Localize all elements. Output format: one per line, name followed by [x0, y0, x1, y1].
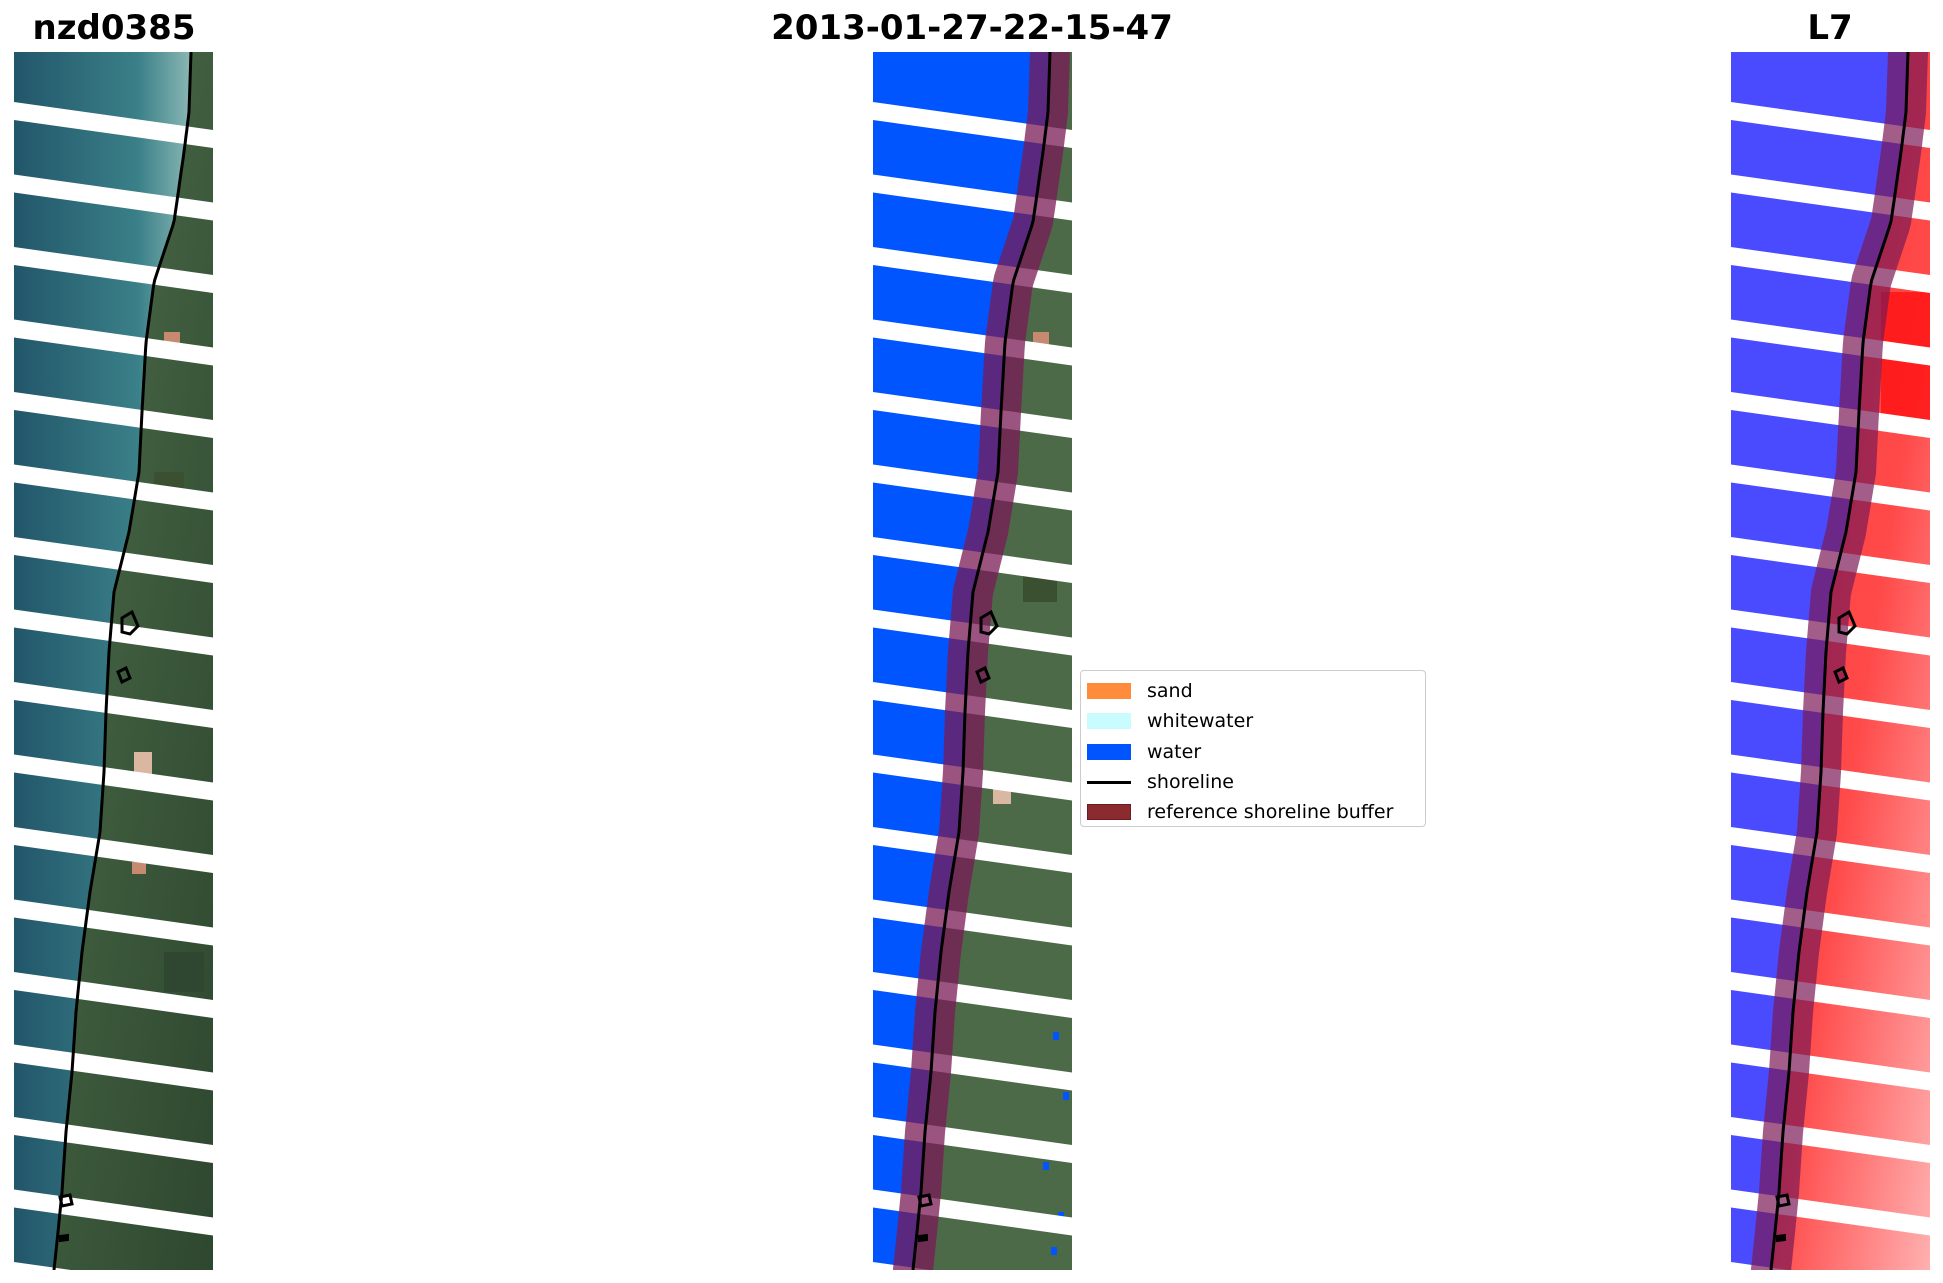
legend-item-reference-buffer: reference shoreline buffer	[1087, 797, 1419, 827]
scan-gap-stripe	[873, 392, 1072, 438]
scan-gap-stripe	[14, 899, 213, 946]
inland-contour	[59, 1233, 69, 1243]
field-patch	[164, 952, 204, 992]
rgb-image-panel	[14, 52, 213, 1270]
water-swatch	[1087, 743, 1131, 760]
scan-gap-stripe	[1731, 392, 1930, 438]
water-pixel	[1051, 1247, 1057, 1255]
inland-contour	[116, 665, 132, 685]
field-patch	[1033, 332, 1049, 346]
legend: sand whitewater water shoreline referenc…	[1080, 670, 1426, 827]
legend-label-shoreline: shoreline	[1147, 771, 1234, 794]
inland-contour	[1837, 609, 1857, 636]
scan-gap-stripe	[1731, 102, 1930, 148]
field-patch	[132, 862, 146, 874]
scan-gap-stripe	[873, 899, 1072, 946]
title-site-id: nzd0385	[32, 8, 196, 48]
shoreline-line-swatch	[1087, 780, 1131, 784]
scan-gap-stripe	[14, 972, 213, 1018]
title-satellite: L7	[1807, 8, 1853, 48]
scan-gap-stripe	[1731, 464, 1930, 511]
water-pixel	[1063, 1092, 1069, 1100]
title-date: 2013-01-27-22-15-47	[771, 8, 1173, 48]
sea-area	[14, 52, 191, 1270]
water-pixel	[1053, 1032, 1059, 1040]
inland-contour	[918, 1233, 928, 1243]
whitewater-swatch	[1087, 713, 1131, 730]
scan-gap-stripe	[14, 247, 213, 293]
classified-image-panel	[873, 52, 1072, 1270]
inland-contour	[58, 1193, 74, 1208]
scan-gap-stripe	[14, 609, 213, 656]
legend-item-sand: sand	[1087, 676, 1419, 706]
legend-item-whitewater: whitewater	[1087, 706, 1419, 736]
scan-gap-stripe	[14, 682, 213, 728]
scan-gap-stripe	[14, 827, 213, 873]
legend-item-shoreline: shoreline	[1087, 767, 1419, 797]
scan-gap-stripe	[14, 754, 213, 801]
scan-gap-stripe	[14, 1044, 213, 1091]
scan-gap-stripe	[14, 1189, 213, 1236]
inland-contour	[975, 665, 991, 685]
legend-label-reference-buffer: reference shoreline buffer	[1147, 801, 1394, 824]
buffer-swatch	[1087, 804, 1131, 821]
shoreline	[52, 52, 193, 1270]
scan-gap-stripe	[14, 1262, 71, 1270]
scan-gap-stripe	[873, 102, 1072, 148]
shoreline	[911, 52, 1052, 1270]
shoreline	[1769, 52, 1910, 1270]
scan-gap-stripe	[14, 537, 213, 583]
scan-gap-stripe	[14, 464, 213, 511]
scan-gap-stripe	[873, 464, 1072, 511]
sand-swatch	[1087, 683, 1131, 700]
scan-gap-stripe	[14, 392, 213, 438]
inland-contour	[1776, 1233, 1786, 1243]
water-pixel	[1043, 1162, 1049, 1170]
legend-label-water: water	[1147, 740, 1202, 763]
inland-contour	[1775, 1193, 1791, 1208]
inland-contour	[120, 609, 140, 636]
scan-gap-stripe	[14, 174, 213, 221]
scan-gap-stripe	[14, 319, 213, 366]
inland-contour	[917, 1193, 933, 1208]
legend-label-sand: sand	[1147, 680, 1193, 703]
scan-gap-stripe	[1731, 899, 1930, 946]
scan-gap-stripe	[14, 1117, 213, 1163]
inland-contour	[1833, 665, 1849, 685]
inland-contour	[979, 609, 999, 636]
mndwi-image-panel	[1731, 52, 1930, 1270]
scan-gap-stripe	[14, 102, 213, 148]
legend-label-whitewater: whitewater	[1147, 710, 1254, 733]
legend-item-water: water	[1087, 737, 1419, 767]
